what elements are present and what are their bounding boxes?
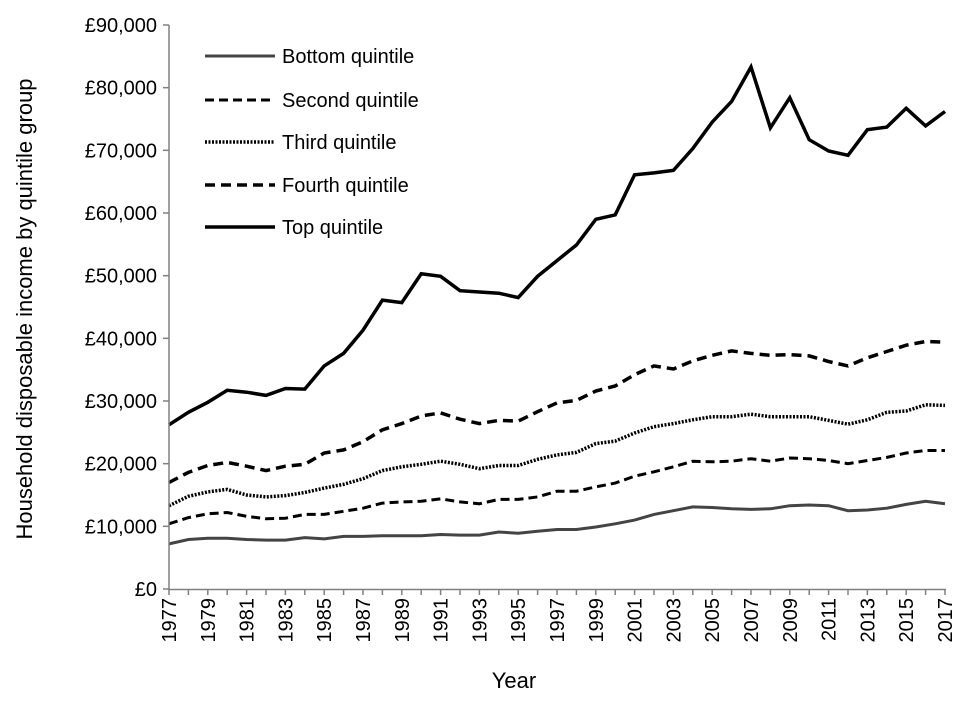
x-tick-label: 2003 <box>663 598 685 643</box>
x-tick-label: 2011 <box>819 598 841 641</box>
plot-lines <box>168 62 947 546</box>
x-tick-label: 1985 <box>314 598 336 643</box>
x-tick-label: 2017 <box>935 598 957 643</box>
legend-label: Fourth quintile <box>282 175 409 197</box>
series-line-4 <box>168 339 946 485</box>
x-tick-label: 1993 <box>469 598 491 643</box>
x-tick-label: 2005 <box>702 598 724 643</box>
legend-label: Bottom quintile <box>282 46 414 68</box>
legend-label: Second quintile <box>282 90 419 112</box>
y-tick-label: £80,000 <box>85 78 157 100</box>
y-tick-label: £40,000 <box>85 328 157 350</box>
x-tick-label: 1987 <box>353 598 375 643</box>
x-tick-label: 2015 <box>896 598 918 643</box>
x-tick-label: 1999 <box>586 598 608 643</box>
y-ticks: £0 £10,000 £20,000 £30,000 £40,000 £50,000 £60… <box>85 15 169 601</box>
x-tick-label: 1991 <box>431 598 453 643</box>
y-tick-label: £30,000 <box>85 391 157 413</box>
y-tick-label: £60,000 <box>85 203 157 225</box>
y-tick-label: £0 <box>135 579 157 601</box>
x-tick-label: 1989 <box>392 598 414 643</box>
legend: Bottom quintile Second quintile Third quin… <box>205 46 419 239</box>
x-tick-label: 2001 <box>625 598 647 643</box>
legend-label: Third quintile <box>282 132 397 154</box>
x-tick-label: 1997 <box>547 598 569 643</box>
series-line-3 <box>168 403 946 508</box>
x-tick-label: 1995 <box>508 598 530 643</box>
x-axis-title: Year <box>492 668 536 693</box>
series-line-1 <box>168 499 946 546</box>
x-tick-label: 2013 <box>857 598 879 643</box>
x-tick-label: 2007 <box>741 598 763 643</box>
series-line-5 <box>168 62 947 427</box>
x-tick-label: 1983 <box>275 598 297 643</box>
x-ticks: 1977 1979 1981 1983 1985 1987 1989 1991 1993 1995… <box>159 589 957 643</box>
y-tick-label: £90,000 <box>85 15 157 37</box>
x-tick-label: 1981 <box>237 598 259 643</box>
y-tick-label: £20,000 <box>85 454 157 476</box>
y-tick-label: £70,000 <box>85 140 157 162</box>
series-line-2 <box>168 449 945 526</box>
x-tick-label: 1979 <box>198 598 220 643</box>
y-tick-label: £10,000 <box>85 516 157 538</box>
y-axis-title: Household disposable income by quintile … <box>12 78 37 539</box>
x-tick-label: 2009 <box>780 598 802 643</box>
x-tick-label: 1977 <box>159 598 181 643</box>
y-tick-label: £50,000 <box>85 266 157 288</box>
legend-label: Top quintile <box>282 217 383 239</box>
